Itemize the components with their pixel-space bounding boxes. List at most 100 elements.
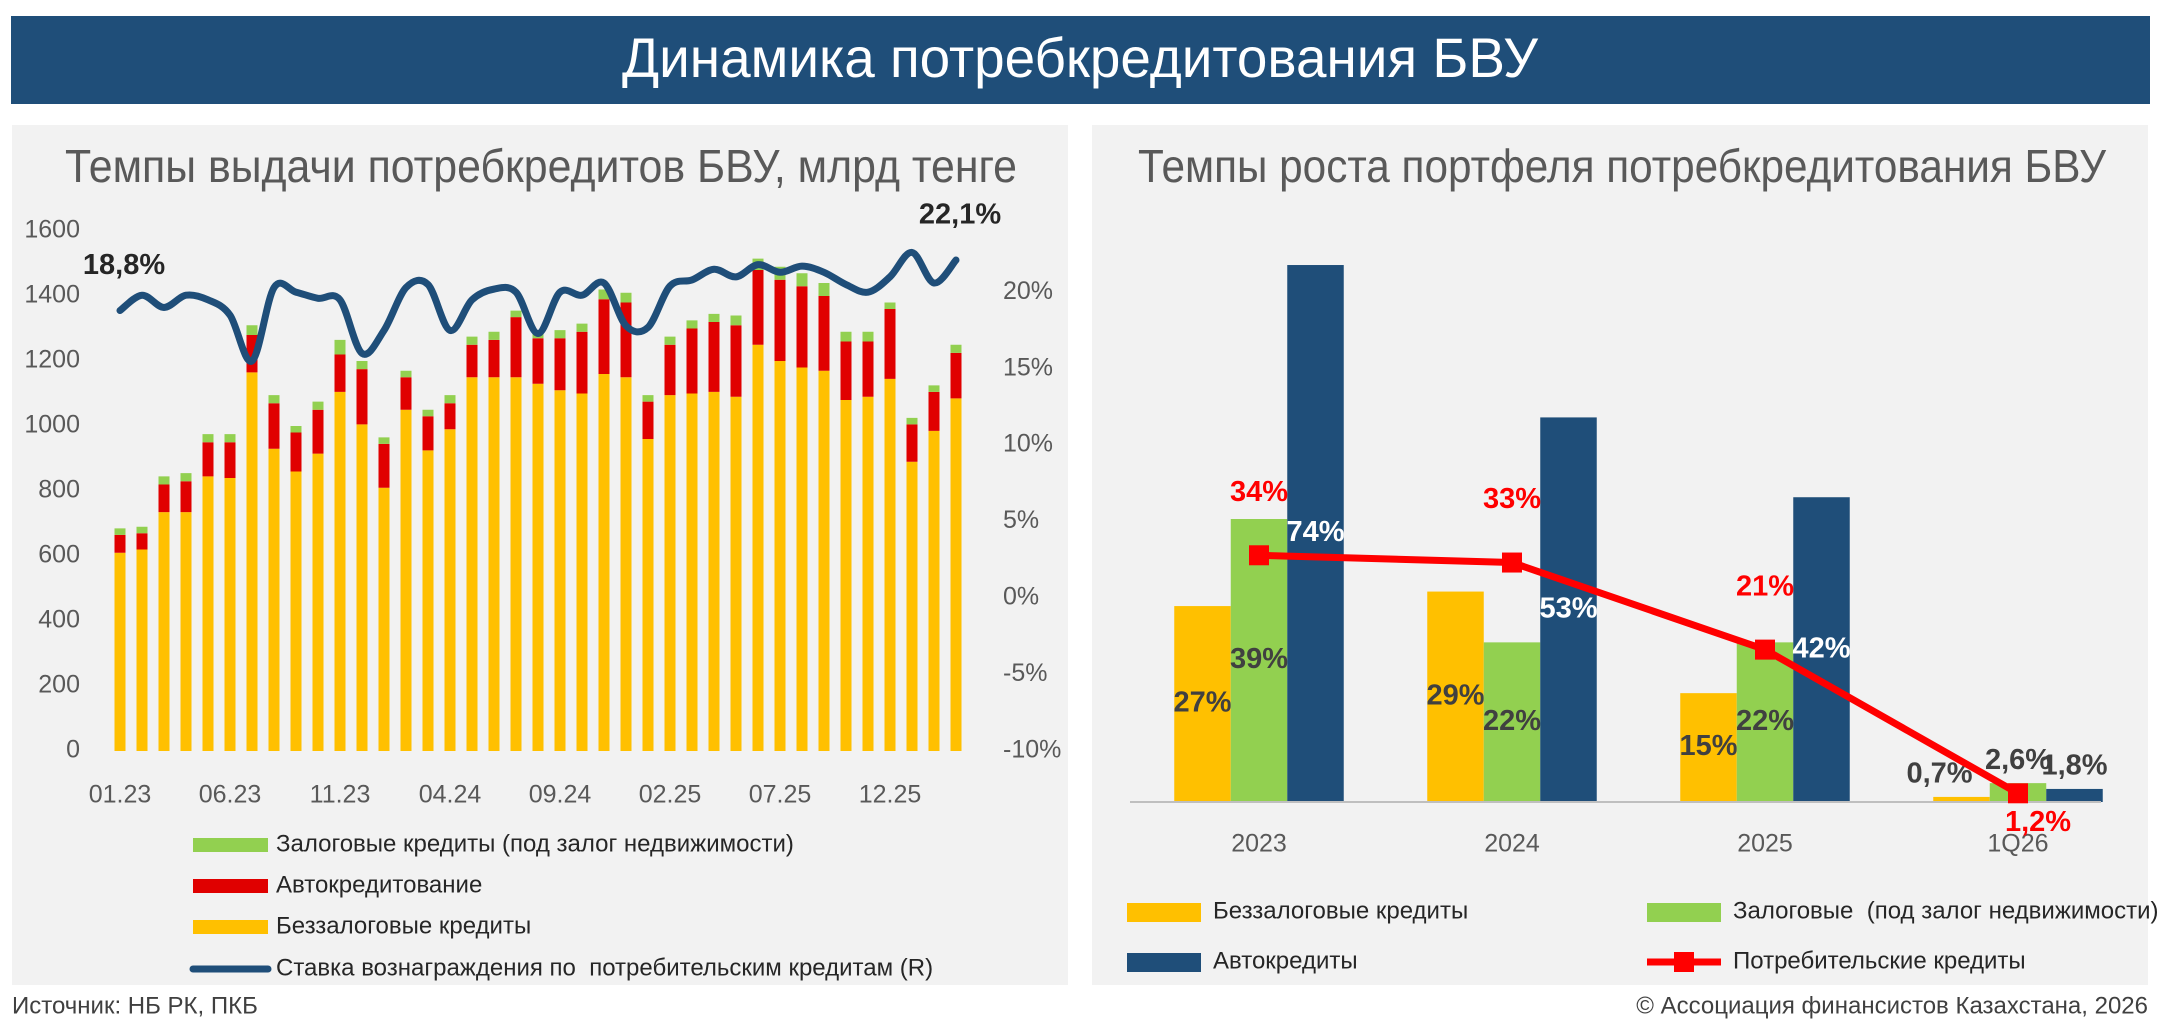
bar-segment	[510, 317, 522, 378]
bar-segment	[620, 377, 632, 751]
bar-segment	[818, 283, 830, 296]
x-tick-label: 12.25	[859, 781, 922, 809]
legend-swatch	[1127, 903, 1201, 922]
line-marker	[2008, 783, 2028, 804]
bar-segment	[686, 320, 698, 329]
data-label: 22%	[1483, 705, 1541, 737]
bar-segment	[554, 390, 566, 751]
bar-segment	[268, 395, 280, 404]
bar-segment	[400, 370, 412, 378]
x-tick-label: 09.24	[529, 781, 592, 809]
bar-segment	[466, 336, 478, 345]
legend-label: Залоговые кредиты (под залог недвижимост…	[276, 830, 794, 857]
bar-segment	[620, 292, 632, 303]
title-banner	[11, 16, 2150, 104]
bar-segment	[510, 310, 522, 318]
bar-segment	[158, 512, 170, 751]
bar-segment	[268, 448, 280, 751]
bar-segment	[840, 400, 852, 751]
bar-segment	[400, 377, 412, 410]
y-tick-label: 600	[38, 541, 80, 569]
x-tick-label: 11.23	[310, 781, 371, 809]
source-note: Источник: НБ РК, ПКБ	[12, 992, 258, 1019]
bar-segment	[158, 484, 170, 513]
bar-segment	[356, 424, 368, 751]
y-tick-label: 800	[38, 476, 80, 504]
y-tick-label: 0	[66, 736, 80, 764]
bar-segment	[532, 338, 544, 384]
bar-segment	[598, 289, 610, 300]
bar	[1736, 642, 1794, 802]
bar-segment	[334, 339, 346, 355]
bar-segment	[136, 549, 148, 751]
bar-segment	[862, 341, 874, 397]
line-marker	[1249, 545, 1269, 566]
data-label: 34%	[1230, 476, 1288, 508]
legend-swatch	[193, 838, 268, 852]
bar	[1287, 265, 1344, 802]
bar-segment	[950, 344, 962, 353]
y-tick-label: 1200	[24, 346, 80, 374]
y-tick-label: 1400	[24, 281, 80, 309]
legend-label: Залоговые (под залог недвижимости)	[1733, 897, 2159, 924]
bar-segment	[378, 443, 390, 488]
bar-segment	[290, 432, 302, 472]
bar	[2046, 788, 2103, 802]
bar-segment	[136, 533, 148, 550]
bar-segment	[246, 335, 258, 373]
bar-segment	[488, 339, 500, 378]
rate-line	[116, 248, 960, 365]
bar-segment	[928, 430, 940, 751]
y2-tick-label: -10%	[1003, 736, 1061, 764]
legend-swatch	[1674, 952, 1694, 972]
bar	[1540, 417, 1597, 802]
data-label: 22,1%	[919, 199, 1001, 231]
data-label: 33%	[1483, 483, 1541, 515]
bar	[1483, 642, 1541, 802]
bar-segment	[686, 328, 698, 394]
bar-segment	[576, 393, 588, 751]
bar-segment	[928, 385, 940, 392]
y2-tick-label: 5%	[1003, 506, 1039, 534]
bar-segment	[180, 481, 192, 513]
legend-swatch	[193, 920, 268, 934]
bar-segment	[466, 344, 478, 378]
bar-segment	[114, 528, 126, 535]
bar-segment	[312, 453, 324, 751]
bar-segment	[224, 442, 236, 478]
line-marker	[1502, 552, 1522, 573]
bar-segment	[642, 395, 654, 402]
bar-segment	[730, 315, 742, 326]
bar-segment	[246, 325, 258, 335]
chart-title: Темпы выдачи потребкредитов БВУ, млрд те…	[65, 140, 1017, 192]
bar-segment	[774, 279, 786, 361]
y-tick-label: 200	[38, 671, 80, 699]
bar-segment	[422, 450, 434, 751]
x-tick-label: 1Q26	[1987, 830, 2048, 858]
bar-segment	[576, 331, 588, 394]
bar-segment	[180, 512, 192, 751]
data-label: 74%	[1286, 516, 1344, 548]
data-label: 21%	[1736, 570, 1794, 602]
bar-segment	[620, 302, 632, 378]
bar-segment	[312, 409, 324, 454]
bar-segment	[752, 344, 764, 751]
bar-segment	[114, 552, 126, 751]
bar-segment	[554, 330, 566, 339]
data-label: 1,8%	[2041, 750, 2107, 782]
bar-segment	[444, 395, 456, 404]
page-title: Динамика потребкредитования БВУ	[622, 26, 1538, 89]
data-label: 39%	[1230, 643, 1288, 675]
bar-segment	[950, 352, 962, 399]
y2-tick-label: 10%	[1003, 430, 1053, 458]
legend-label: Автокредитование	[276, 871, 482, 898]
bar-segment	[884, 302, 896, 309]
data-label: 42%	[1792, 632, 1850, 664]
chart-title: Темпы роста портфеля потребкредитования …	[1138, 140, 2107, 192]
bar-segment	[906, 424, 918, 462]
bar-segment	[224, 478, 236, 751]
bar-segment	[928, 391, 940, 431]
bar-segment	[642, 401, 654, 439]
line-marker	[1755, 639, 1775, 660]
bar-segment	[884, 378, 896, 751]
